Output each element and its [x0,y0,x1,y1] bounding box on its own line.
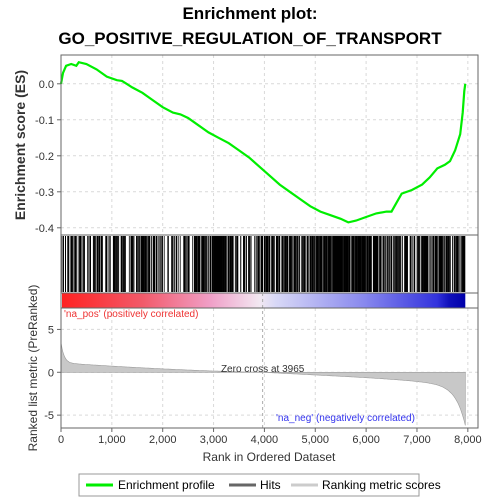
x-tick-label: 8,000 [454,434,482,446]
x-tick-label: 4,000 [251,434,279,446]
hit-markers [61,236,466,292]
metric-tick-label: -5 [44,410,54,422]
legend-hits-label: Hits [260,478,281,492]
metric-tick-label: 5 [48,324,54,336]
legend-es-label: Enrichment profile [118,478,215,492]
ranking-metric-area [60,342,466,426]
es-grid [60,55,478,235]
es-tick-label: 0.0 [39,79,54,91]
es-tick-label: -0.4 [35,223,54,235]
es-tick-label: -0.2 [35,151,54,163]
x-tick-label: 5,000 [302,434,330,446]
x-tick-label: 6,000 [352,434,380,446]
zero-cross-label: Zero cross at 3965 [221,364,305,375]
legend-metric-label: Ranking metric scores [322,478,441,492]
chart-title-line1: Enrichment plot: [182,4,317,23]
x-axis-label: Rank in Ordered Dataset [203,450,336,464]
chart-title-line2: GO_POSITIVE_REGULATION_OF_TRANSPORT [58,29,442,48]
es-tick-label: -0.1 [35,115,54,127]
es-tick-label: -0.3 [35,187,54,199]
metric-y-ticks: 5 0 -5 [44,324,61,422]
x-axis-ticks: 0 1,000 2,000 3,000 4,000 5,000 6,000 7,000 8,00… [58,428,482,446]
x-tick-label: 3,000 [200,434,228,446]
legend: Enrichment profile Hits Ranking metric s… [78,473,441,497]
x-tick-label: 1,000 [98,434,126,446]
es-axis-label: Enrichment score (ES) [12,70,28,220]
metric-axis-label: Ranked list metric (PreRanked) [26,285,40,452]
metric-tick-label: 0 [48,367,54,379]
x-tick-label: 2,000 [149,434,177,446]
metric-panel-frame [60,307,479,429]
x-tick-label: 7,000 [403,434,431,446]
es-y-ticks: 0.0 -0.1 -0.2 -0.3 -0.4 [35,79,61,235]
rank-color-bar [62,293,466,308]
negative-correlation-label: 'na_neg' (negatively correlated) [276,413,415,424]
positive-correlation-label: 'na_pos' (positively correlated) [64,309,198,320]
x-tick-label: 0 [58,434,64,446]
enrichment-profile-line [59,60,467,224]
